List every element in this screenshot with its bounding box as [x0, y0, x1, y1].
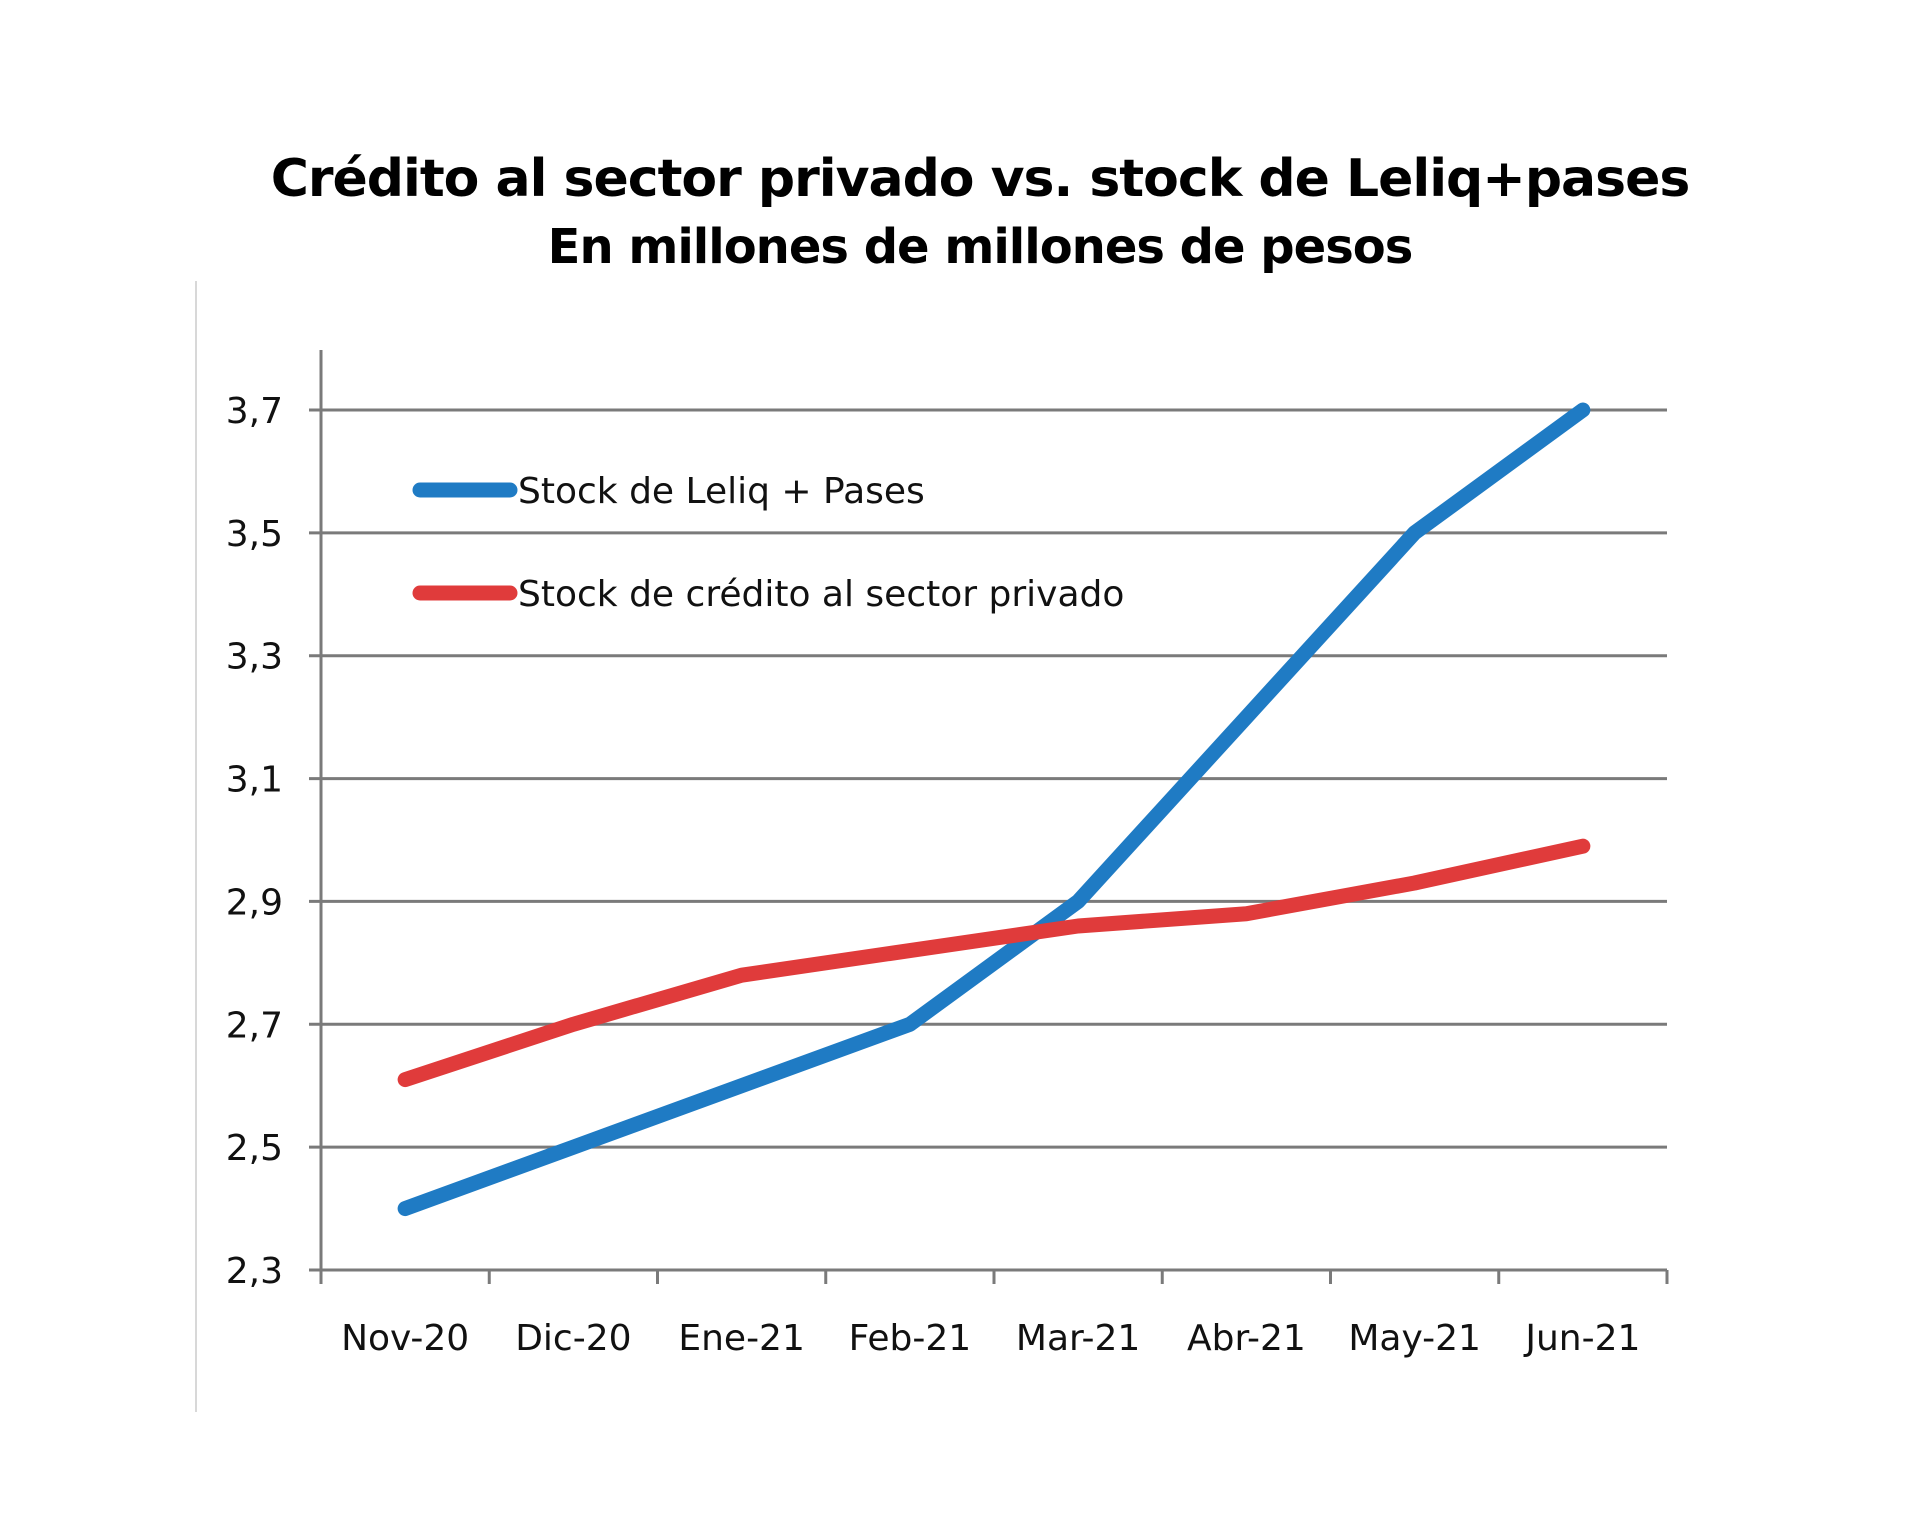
y-tick-label: 3,3: [226, 637, 283, 678]
x-tick-label: Ene-21: [678, 1318, 805, 1359]
y-tick-label: 2,3: [226, 1251, 283, 1292]
legend: Stock de Leliq + Pases Stock de crédito a…: [412, 471, 1124, 615]
gridlines: [309, 408, 1667, 1272]
x-tick-label: May-21: [1348, 1318, 1481, 1359]
x-tick-label: Abr-21: [1187, 1318, 1306, 1359]
x-tick-labels: Nov-20 Dic-20 Ene-21 Feb-21 Mar-21 Abr-21 May-…: [341, 1318, 1640, 1359]
series-line-0: [397, 402, 1591, 1217]
y-tick-label: 3,5: [226, 514, 283, 555]
x-tick-label: Mar-21: [1016, 1318, 1140, 1359]
legend-label-0: Stock de Leliq + Pases: [518, 471, 925, 512]
x-tick-label: Jun-21: [1523, 1318, 1640, 1359]
x-tick-label: Dic-20: [515, 1318, 631, 1359]
y-tick-label: 2,7: [226, 1005, 283, 1046]
x-tick-label: Feb-21: [849, 1318, 972, 1359]
title-block: Crédito al sector privado vs. stock de L…: [0, 145, 1920, 281]
y-tick-label: 2,9: [226, 882, 283, 923]
axes: [319, 350, 1669, 1284]
x-tick-label: Nov-20: [341, 1318, 469, 1359]
y-tick-label: 3,7: [226, 391, 283, 432]
y-tick-labels: 3,7 3,5 3,3 3,1 2,9 2,7 2,5 2,3: [226, 391, 283, 1292]
series-lines: [397, 402, 1591, 1217]
legend-label-1: Stock de crédito al sector privado: [518, 574, 1124, 615]
chart-title: Crédito al sector privado vs. stock de L…: [270, 149, 1691, 209]
y-tick-label: 2,5: [226, 1128, 283, 1169]
y-tick-label: 3,1: [226, 760, 283, 801]
chart-subtitle: En millones de millones de pesos: [547, 219, 1414, 275]
series-line-1: [397, 838, 1591, 1088]
